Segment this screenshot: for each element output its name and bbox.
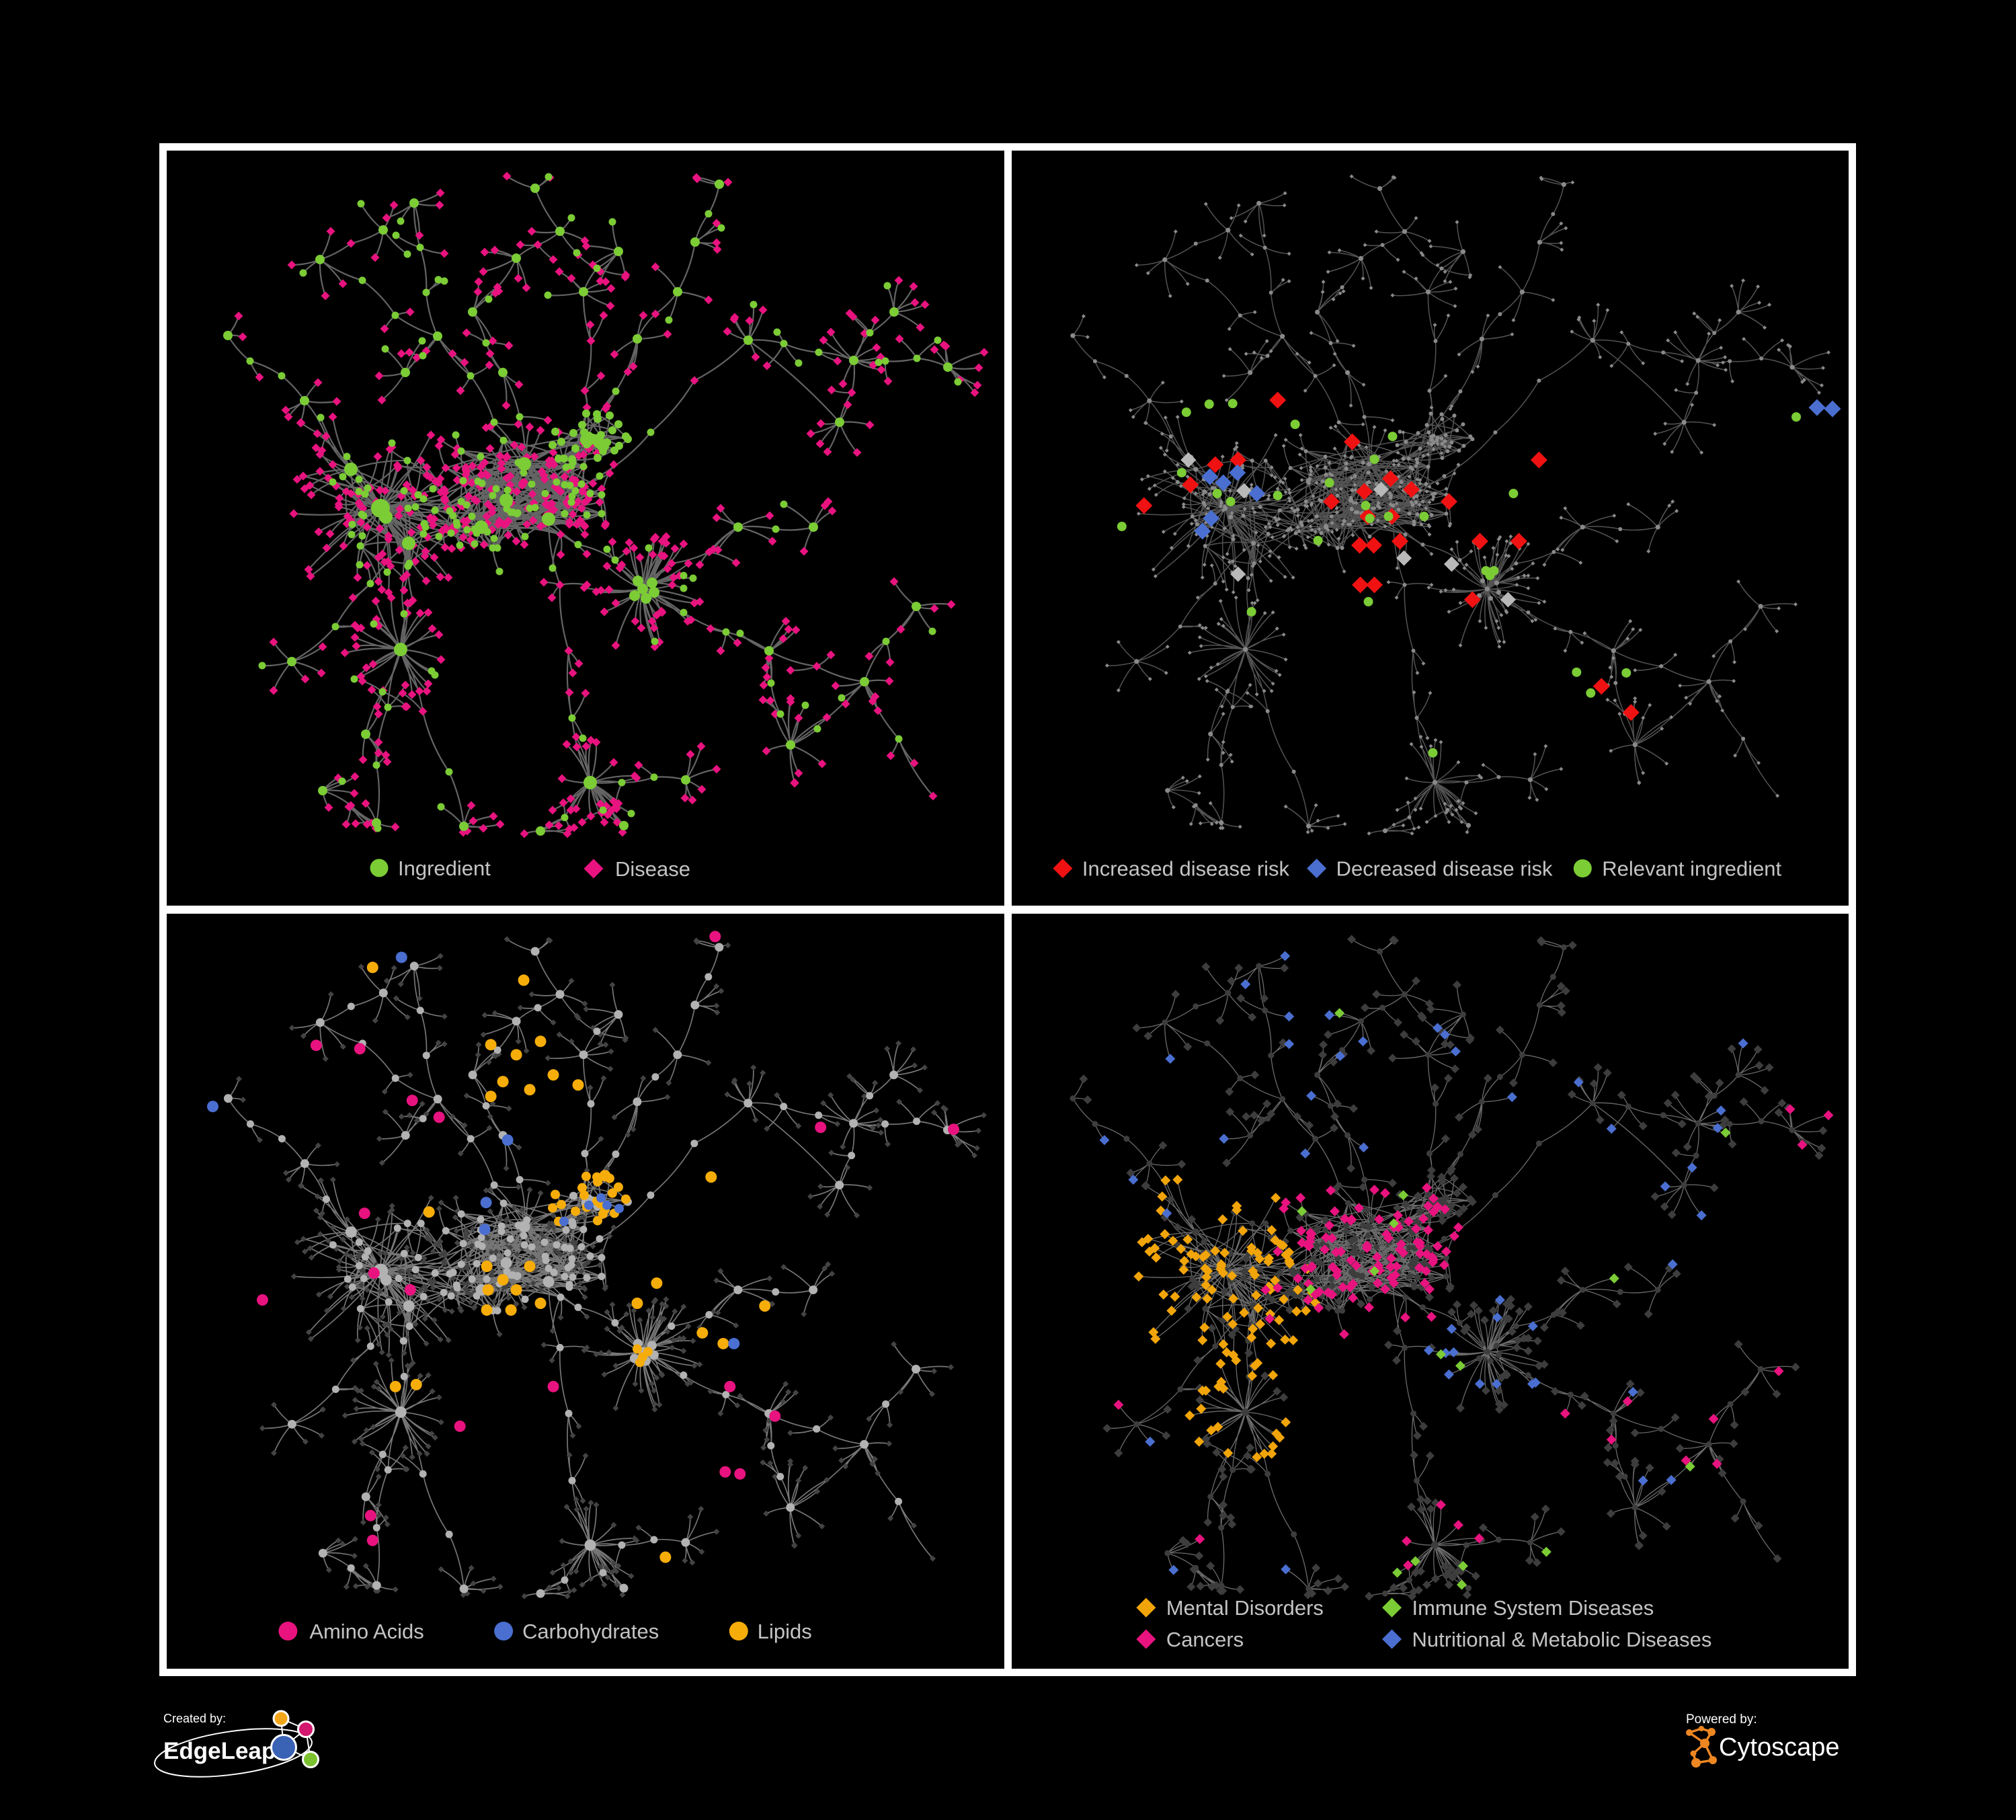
svg-text:Cancers: Cancers xyxy=(1166,1628,1244,1651)
svg-text:Nutritional & Metabolic Diseas: Nutritional & Metabolic Diseases xyxy=(1412,1628,1712,1651)
svg-text:Ingredient: Ingredient xyxy=(398,857,491,880)
svg-text:Immune System Diseases: Immune System Diseases xyxy=(1412,1596,1654,1620)
svg-text:Decreased disease risk: Decreased disease risk xyxy=(1336,857,1553,881)
svg-text:Amino Acids: Amino Acids xyxy=(309,1620,424,1643)
svg-text:Mental Disorders: Mental Disorders xyxy=(1166,1596,1324,1620)
svg-text:Lipids: Lipids xyxy=(758,1620,812,1643)
svg-text:Increased disease risk: Increased disease risk xyxy=(1082,857,1290,881)
svg-text:Carbohydrates: Carbohydrates xyxy=(522,1620,659,1643)
svg-text:Relevant ingredient: Relevant ingredient xyxy=(1602,857,1781,881)
svg-text:Disease: Disease xyxy=(615,857,690,881)
